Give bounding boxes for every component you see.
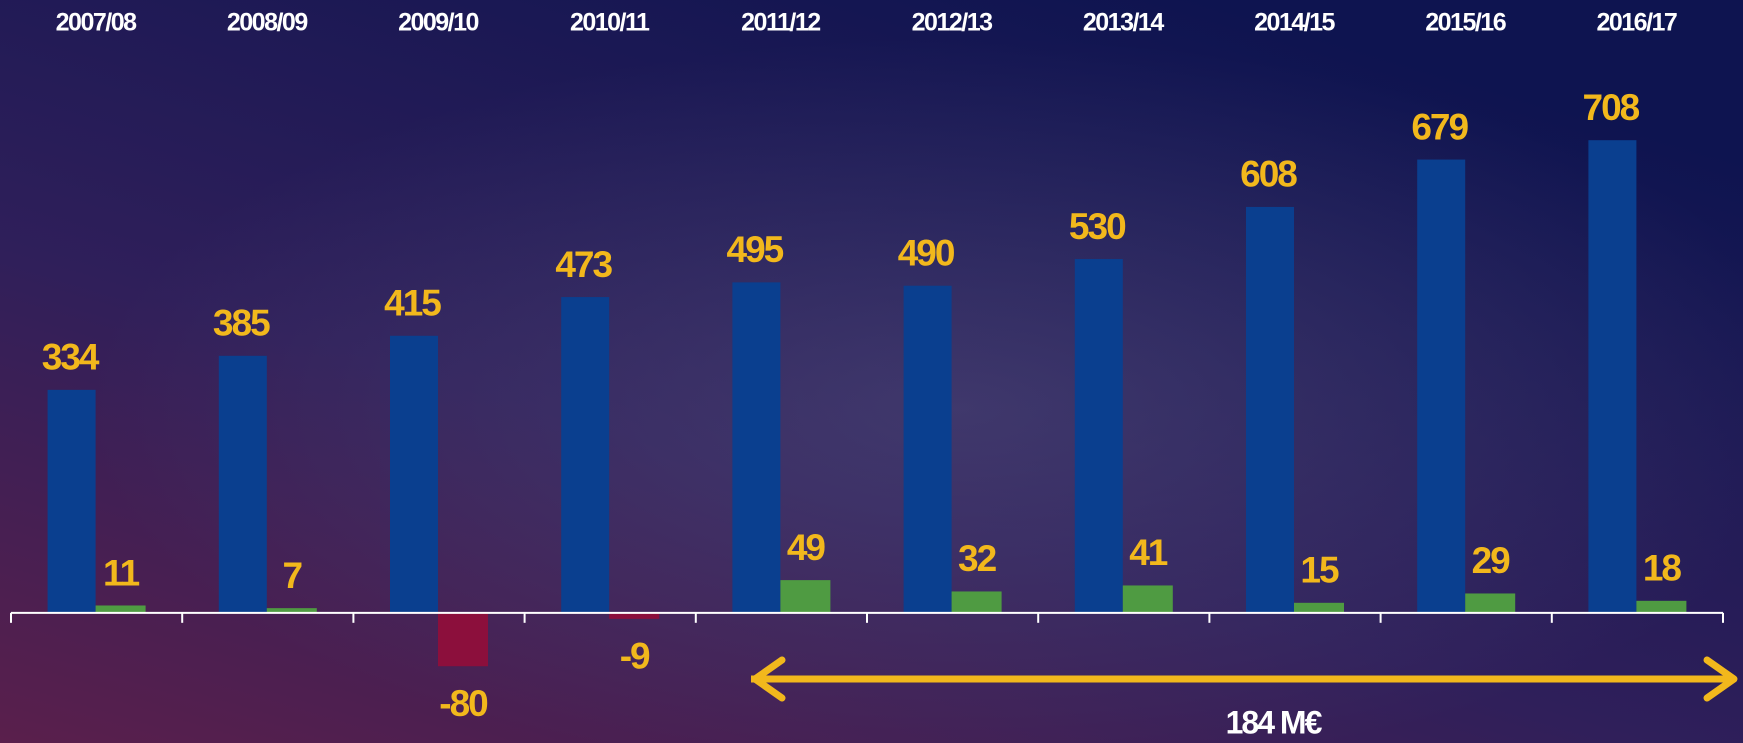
bar [561, 297, 610, 613]
annotation: 184 M€ [1226, 704, 1323, 740]
bar [1074, 259, 1123, 613]
value-label: 708 [1583, 87, 1640, 128]
x-tick-label: 2007/08 [56, 9, 137, 37]
x-tick-label: 2016/17 [1596, 9, 1676, 37]
x-tick-label: 2015/16 [1425, 9, 1505, 37]
value-label: 415 [384, 283, 441, 324]
value-label: 41 [1129, 532, 1168, 573]
bar [1417, 159, 1466, 613]
x-tick-label: 2010/11 [570, 9, 650, 37]
bar [903, 285, 952, 613]
bar [1294, 602, 1344, 613]
value-label: 32 [958, 538, 997, 579]
bar [95, 605, 146, 613]
bar [609, 612, 660, 619]
value-label: 473 [555, 244, 612, 285]
value-label: -80 [439, 683, 488, 724]
value-label: 29 [1472, 540, 1511, 581]
bar [218, 355, 267, 613]
arrow-head-left [751, 656, 786, 702]
plot: 2007/08 334 11 2008/09 385 7 2009/10 415 -80 2010… [10, 9, 1724, 724]
x-tick-label: 2009/10 [398, 9, 478, 37]
x-tick-label: 2013/14 [1083, 9, 1164, 37]
bar [732, 282, 781, 613]
x-tick-label: 2012/13 [912, 9, 992, 37]
bar [951, 591, 1002, 613]
bar [1636, 600, 1687, 613]
bar [438, 612, 488, 667]
value-label: 530 [1069, 206, 1126, 247]
value-label: 495 [727, 229, 784, 270]
value-label: 11 [103, 552, 140, 593]
value-label: 679 [1411, 106, 1468, 147]
value-label: 18 [1643, 548, 1682, 589]
bar [266, 608, 317, 613]
arrow-head-right [1703, 656, 1738, 702]
value-label: 49 [787, 527, 826, 568]
value-label: -9 [620, 636, 650, 677]
value-label: 608 [1240, 154, 1297, 195]
value-label: 334 [42, 337, 100, 378]
x-tick-label: 2014/15 [1254, 9, 1335, 37]
bar [47, 389, 96, 613]
bar [1122, 585, 1173, 613]
bar [1246, 206, 1294, 613]
bar [780, 580, 831, 613]
value-label: 490 [898, 232, 955, 273]
x-tick-label: 2011/12 [741, 9, 820, 37]
bar [1465, 593, 1516, 613]
bar [1588, 140, 1637, 613]
bar [390, 335, 438, 613]
value-label: 7 [283, 555, 302, 596]
value-label: 385 [213, 303, 270, 344]
x-tick-label: 2008/09 [227, 9, 307, 37]
value-label: 15 [1300, 550, 1339, 591]
